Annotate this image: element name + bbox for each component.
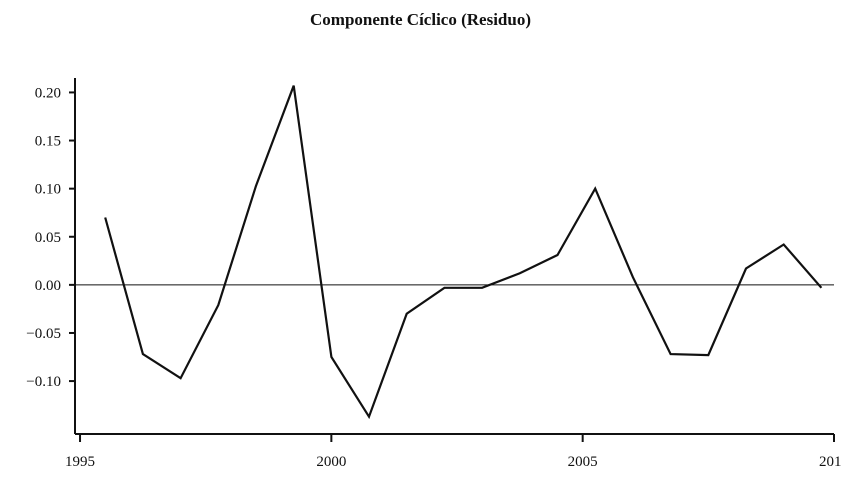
chart-ticks (69, 91, 835, 442)
y-tick-label: 0.10 (35, 182, 61, 198)
y-tick-label: −0.10 (26, 374, 61, 390)
chart-title: Componente Cíclico (Residuo) (310, 10, 531, 29)
y-tick-label: 0.20 (35, 85, 61, 101)
chart-lines (104, 85, 823, 420)
x-tick-label: 2000 (316, 454, 346, 470)
y-tick-label: 0.00 (35, 278, 61, 294)
x-tick-label: 2005 (568, 454, 598, 470)
chart-axes (74, 78, 834, 435)
y-tick-label: −0.05 (26, 326, 61, 342)
series-line (104, 85, 823, 420)
x-tick-label: 2010 (819, 454, 841, 470)
x-tick-label: 1995 (65, 454, 95, 470)
y-tick-label: 0.05 (35, 230, 61, 246)
y-tick-label: 0.15 (35, 134, 61, 150)
chart-tick-labels: 0.20 0.15 0.10 0.05 0.00 −0.05 −0.10 1995 2000 20… (26, 85, 841, 470)
